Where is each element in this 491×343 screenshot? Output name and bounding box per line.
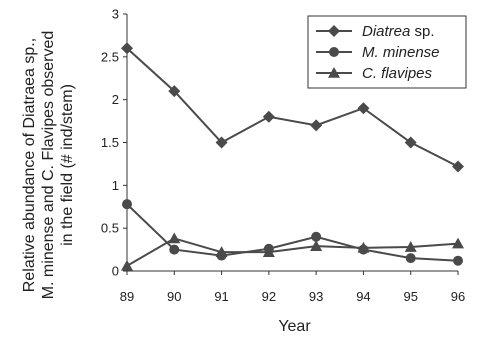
data-point-triangle xyxy=(262,246,275,257)
y-tick-label: 2 xyxy=(112,92,119,107)
series-1 xyxy=(121,42,464,173)
y-tick-label: 1.5 xyxy=(101,135,119,150)
data-point-triangle xyxy=(310,240,323,251)
y-axis-title: Relative abundance of Diatraea sp., M. mi… xyxy=(21,31,76,300)
data-point-circle xyxy=(169,244,180,255)
data-point-diamond xyxy=(215,136,228,149)
data-point-diamond xyxy=(452,160,464,173)
x-tick-label: 95 xyxy=(403,289,417,304)
data-point-circle xyxy=(311,231,322,242)
x-tick-label: 94 xyxy=(356,289,370,304)
y-axis-title-line: in the field (# ind/stem) xyxy=(59,84,76,246)
series-3 xyxy=(121,232,464,271)
data-point-triangle xyxy=(357,241,370,253)
data-point-circle xyxy=(405,253,416,264)
series-line xyxy=(126,203,459,262)
x-tick-label: 96 xyxy=(451,289,465,304)
data-point-diamond xyxy=(168,85,181,98)
legend-marker-triangle xyxy=(328,67,340,78)
x-tick-label: 91 xyxy=(214,289,228,304)
data-point-diamond xyxy=(262,110,275,123)
legend-label: C. flavipes xyxy=(362,65,433,82)
data-point-diamond xyxy=(310,119,323,132)
y-tick-label: 0.5 xyxy=(101,221,119,236)
series-layer xyxy=(121,42,464,271)
x-tick-label: 90 xyxy=(167,289,181,304)
data-point-triangle xyxy=(168,232,181,244)
y-tick-label: 1 xyxy=(112,178,119,193)
data-point-triangle xyxy=(452,237,464,249)
y-tick-label: 0 xyxy=(112,264,119,279)
legend: Diatrea sp. M. minense C. flavipes xyxy=(307,15,467,89)
axes: 0 0.5 1 1.5 2 2.5 3 89 90 91 92 93 94 95 96 xyxy=(101,7,465,305)
y-tick-label: 3 xyxy=(112,7,119,22)
y-axis-title-line: M. minense and C. Flavipes observed xyxy=(40,31,57,300)
data-point-circle xyxy=(453,255,463,266)
legend-label: Diatrea sp. xyxy=(362,23,435,40)
y-axis-title-line: Relative abundance of Diatraea sp., xyxy=(21,38,38,292)
series-line xyxy=(126,237,459,267)
data-point-triangle xyxy=(121,259,133,271)
data-point-diamond xyxy=(357,102,370,115)
x-axis-title: Year xyxy=(278,318,311,335)
series-2 xyxy=(122,199,463,266)
data-point-triangle xyxy=(215,246,228,257)
y-tick-label: 2.5 xyxy=(101,49,119,64)
series-line xyxy=(126,47,459,168)
legend-marker-diamond xyxy=(328,25,340,37)
axis-labels: Year Relative abundance of Diatraea sp., M… xyxy=(21,31,311,335)
x-tick-label: 92 xyxy=(262,289,276,304)
x-tick-label: 89 xyxy=(120,289,134,304)
x-tick-label: 93 xyxy=(309,289,323,304)
legend-label: M. minense xyxy=(362,44,440,61)
data-point-diamond xyxy=(404,136,417,149)
data-point-triangle xyxy=(404,241,417,252)
data-point-diamond xyxy=(121,42,133,55)
legend-marker-circle xyxy=(329,47,339,57)
data-point-circle xyxy=(122,199,132,210)
